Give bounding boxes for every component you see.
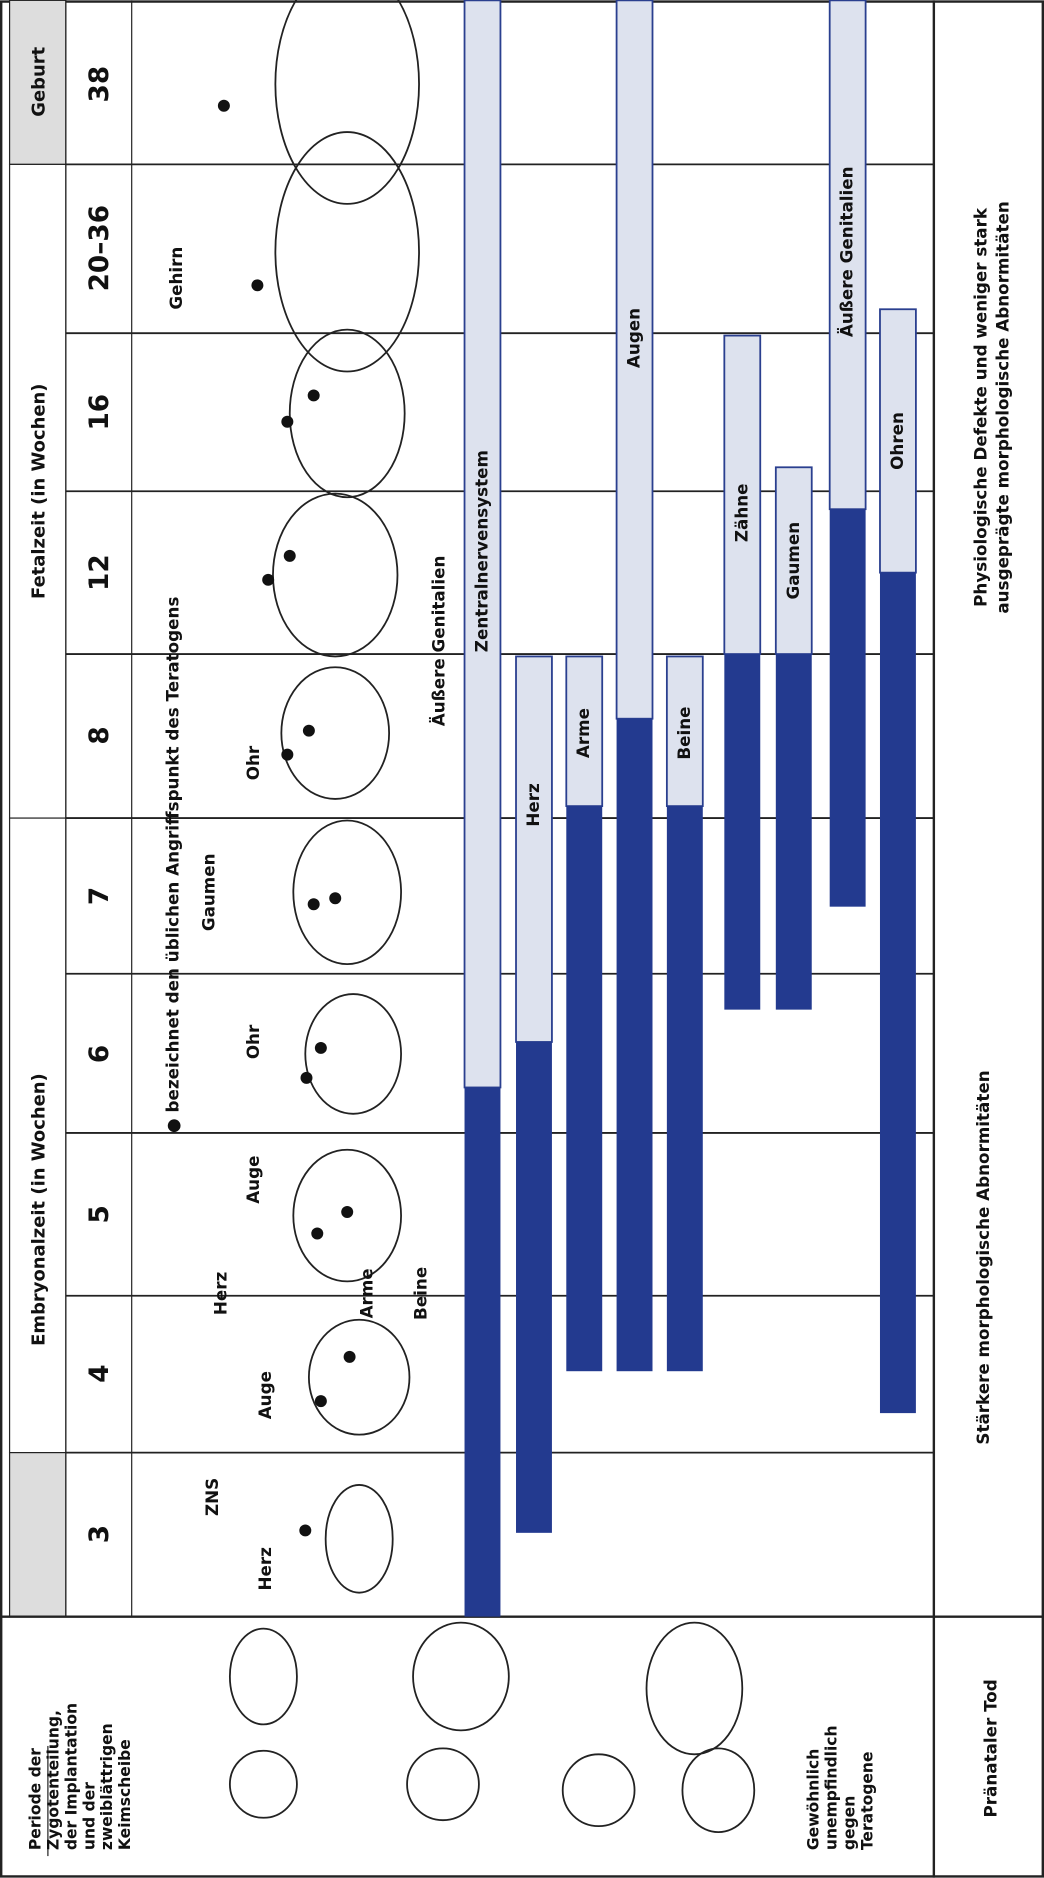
highly-sensitive-period xyxy=(776,654,812,1010)
organ-label: Beine xyxy=(674,706,694,759)
period-label: Embryonalzeit (in Wochen) xyxy=(29,1073,50,1346)
highly-sensitive-period xyxy=(465,1087,501,1616)
embryo-label: Gehirn xyxy=(166,247,186,310)
embryo-sketch xyxy=(273,494,398,657)
period-label: Fetalzeit (in Wochen) xyxy=(29,383,50,598)
highly-sensitive-period xyxy=(667,806,703,1371)
embryo-label: Auge xyxy=(243,1156,263,1204)
page: {"periods": {"birth": "Geburt", "fetal":… xyxy=(0,0,1044,1878)
embryo-label: Herz xyxy=(255,1547,275,1590)
target-dot xyxy=(315,1395,327,1407)
target-dot xyxy=(281,749,293,761)
organ-label: Augen xyxy=(624,308,644,368)
period-label: Geburt xyxy=(29,46,50,116)
organ-label: Arme xyxy=(573,708,593,758)
embryo-sketch xyxy=(293,820,401,964)
cell-sketch xyxy=(647,1623,743,1755)
target-dot xyxy=(329,892,341,904)
target-dot xyxy=(311,1228,323,1240)
organ-label: Äußere Genitalien xyxy=(836,166,857,337)
embryo-label: Herz xyxy=(210,1272,230,1315)
target-dot xyxy=(299,1524,311,1536)
target-dot xyxy=(308,389,320,401)
highly-sensitive-period xyxy=(880,573,916,1413)
outcome-label: ausgeprägte morphologische Abnormitäten xyxy=(992,201,1012,613)
week-label: 8 xyxy=(85,726,115,744)
organ-label: Zentralnervensystem xyxy=(471,450,491,652)
highly-sensitive-period xyxy=(617,719,653,1372)
week-label: 6 xyxy=(85,1045,115,1063)
embryo-label: Ohr xyxy=(243,1024,263,1059)
embryo-label: Äußere Genitalien xyxy=(427,556,448,727)
target-dot xyxy=(218,100,230,112)
week-label: 38 xyxy=(85,66,115,103)
early-period-text: und der xyxy=(80,1782,98,1850)
outcome-label: Stärkere morphologische Abnormitäten xyxy=(973,1070,993,1444)
embryo-sketch xyxy=(275,132,419,371)
embryo-label: Auge xyxy=(255,1371,275,1419)
early-period-text: der Implantation xyxy=(62,1703,80,1850)
embryo-label: Ohr xyxy=(243,745,263,780)
insensitive-text: unempfindlich xyxy=(823,1725,841,1850)
highly-sensitive-period xyxy=(724,654,760,1010)
cell-sketch xyxy=(682,1748,754,1832)
insensitive-text: Teratogene xyxy=(859,1751,877,1850)
early-period-text: zweiblättrigen xyxy=(98,1723,116,1850)
target-dot xyxy=(262,574,274,586)
less-sensitive-period xyxy=(516,656,552,1042)
target-dot xyxy=(301,1072,313,1084)
week-label: 16 xyxy=(85,394,115,431)
target-dot xyxy=(251,279,263,291)
embryo-label: ZNS xyxy=(202,1478,222,1516)
target-dot xyxy=(281,416,293,428)
organ-label: Ohren xyxy=(887,412,907,470)
week-label: 4 xyxy=(85,1364,115,1382)
legend: ● bezeichnet den üblichen Angriffspunkt … xyxy=(163,597,183,1133)
teratogen-diagram: Geburt Fetalzeit (in Wochen) Embryonalzeit… xyxy=(0,0,1044,1878)
insensitive-text: Gewöhnlich xyxy=(805,1749,823,1850)
week-label: 3 xyxy=(85,1525,115,1543)
prenatal-death: Pränataler Tod xyxy=(980,1679,1000,1817)
week-label: 5 xyxy=(85,1205,115,1223)
highly-sensitive-period xyxy=(566,806,602,1371)
embryo-label: Beine xyxy=(410,1267,430,1320)
target-dot xyxy=(341,1206,353,1218)
week-label: 7 xyxy=(85,887,115,905)
embryo-sketch xyxy=(290,330,405,498)
target-dot xyxy=(308,898,320,910)
early-period-text: Zygotenteilung, xyxy=(44,1710,62,1850)
embryo-sketch xyxy=(275,0,419,204)
organ-label: Gaumen xyxy=(783,522,803,600)
embryo-label: Arme xyxy=(357,1268,377,1318)
organ-label: Zähne xyxy=(731,483,751,542)
target-dot xyxy=(344,1351,356,1363)
highly-sensitive-period xyxy=(516,1042,552,1533)
outcome-label: Physiologische Defekte und weniger stark xyxy=(971,207,991,607)
organ-label: Herz xyxy=(523,783,543,826)
week-label: 12 xyxy=(85,554,115,591)
early-period-text: Keimscheibe xyxy=(116,1739,134,1850)
embryo-sketch xyxy=(309,1320,410,1435)
target-dot xyxy=(315,1042,327,1054)
highly-sensitive-period xyxy=(830,509,866,906)
embryo-sketch xyxy=(326,1485,393,1593)
week3-header xyxy=(10,1453,66,1617)
early-period-text: Periode der xyxy=(26,1748,44,1850)
embryo-sketch xyxy=(305,994,401,1114)
target-dot xyxy=(284,550,296,562)
cell-sketch xyxy=(563,1754,635,1826)
target-dot xyxy=(303,725,315,737)
cell-sketch xyxy=(230,1751,297,1818)
week-label: 20–36 xyxy=(85,205,115,291)
insensitive-text: gegen xyxy=(841,1796,859,1850)
cell-sketch xyxy=(230,1629,297,1725)
embryo-sketch xyxy=(281,667,389,799)
cell-sketch xyxy=(413,1623,509,1731)
cell-sketch xyxy=(407,1748,479,1820)
embryo-label: Gaumen xyxy=(199,853,219,931)
